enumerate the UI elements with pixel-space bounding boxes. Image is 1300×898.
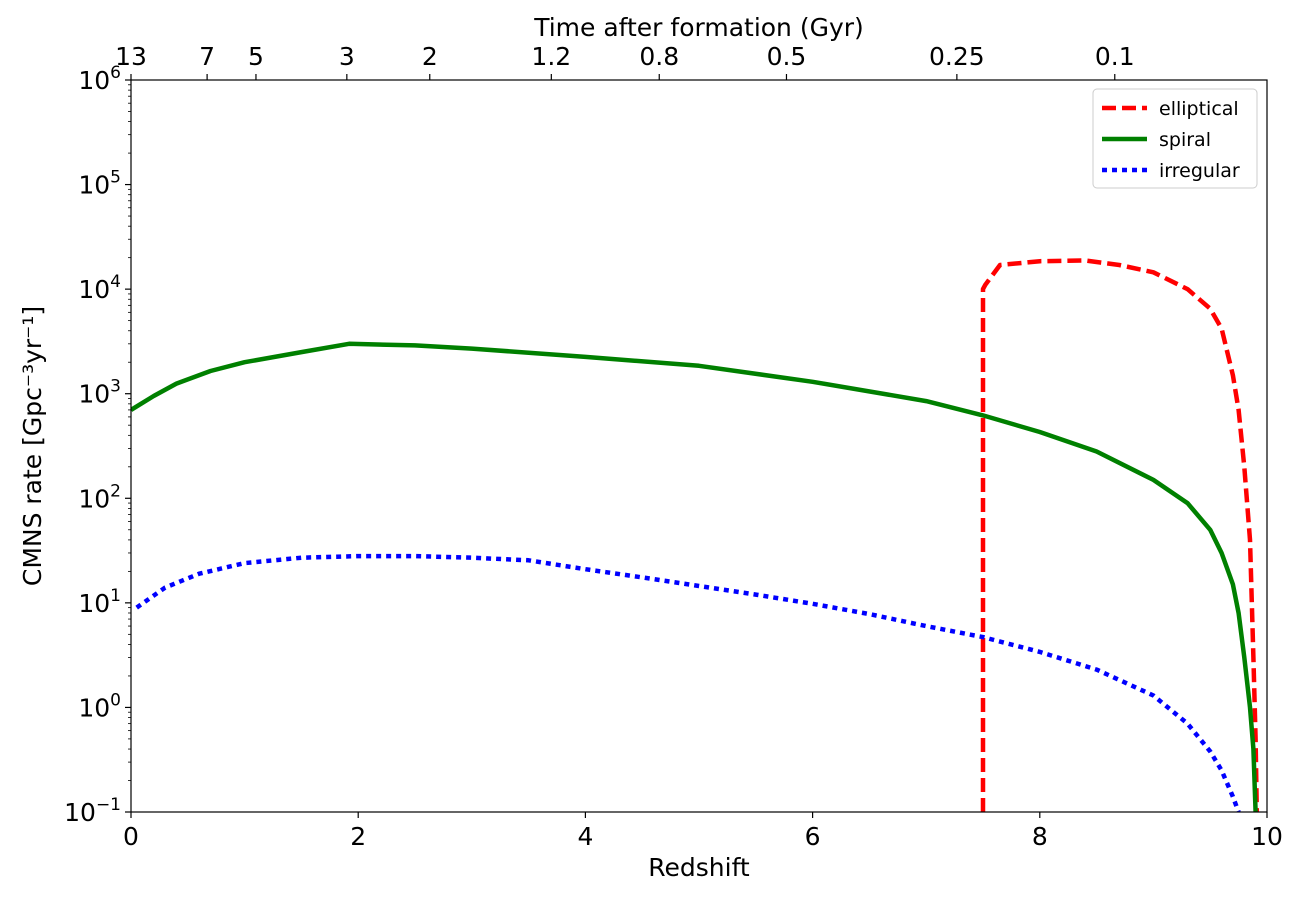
- series-line-irregular: [135, 553, 1241, 812]
- top-tick-label: 13: [115, 42, 147, 71]
- y-tick-label: 106: [78, 63, 121, 95]
- series-line-spiral: [131, 341, 1258, 812]
- top-tick-label: 0.5: [767, 42, 807, 71]
- y-axis-title: CMNS rate [Gpc⁻³yr⁻¹]: [18, 306, 47, 586]
- y-tick-label: 104: [78, 272, 121, 304]
- top-tick-label: 7: [199, 42, 215, 71]
- plot-area: [131, 80, 1267, 812]
- x-tick-label: 2: [350, 822, 366, 851]
- legend-label-irregular: irregular: [1159, 160, 1240, 182]
- top-tick-label: 2: [422, 42, 438, 71]
- top-tick-label: 0.1: [1095, 42, 1135, 71]
- top-tick-label: 0.8: [639, 42, 679, 71]
- x-axis-title: Redshift: [648, 853, 750, 882]
- y-tick-label: 101: [78, 586, 121, 618]
- y-axis: 10−1 100 101 102 103 104 105 106: [64, 63, 131, 827]
- legend-label-elliptical: elliptical: [1159, 98, 1239, 120]
- x-tick-label: 6: [805, 822, 821, 851]
- y-tick-label: 105: [78, 168, 121, 200]
- top-axis-title: Time after formation (Gyr): [533, 13, 864, 42]
- top-axis: 13 7 5 3 2 1.2 0.8 0.5 0.25 0.1: [115, 42, 1135, 80]
- top-tick-label: 0.25: [929, 42, 985, 71]
- y-tick-label: 10−1: [64, 795, 121, 827]
- top-tick-label: 1.2: [531, 42, 571, 71]
- plot-frame: [130, 79, 1268, 813]
- legend-frame: [1092, 88, 1258, 189]
- top-tick-label: 5: [248, 42, 264, 71]
- y-tick-label: 102: [78, 481, 121, 513]
- x-tick-label: 0: [123, 822, 139, 851]
- top-tick-label: 3: [339, 42, 355, 71]
- legend: elliptical spiral irregular: [1092, 88, 1258, 189]
- series-line-elliptical: [980, 258, 1260, 812]
- legend-label-spiral: spiral: [1159, 129, 1211, 151]
- x-tick-label: 8: [1032, 822, 1048, 851]
- x-tick-label: 4: [577, 822, 593, 851]
- x-tick-label: 10: [1251, 822, 1283, 851]
- x-axis: 0 2 4 6 8 10: [123, 812, 1283, 851]
- y-tick-label: 103: [78, 377, 121, 409]
- y-tick-label: 100: [78, 690, 121, 722]
- series-layer: [131, 258, 1260, 812]
